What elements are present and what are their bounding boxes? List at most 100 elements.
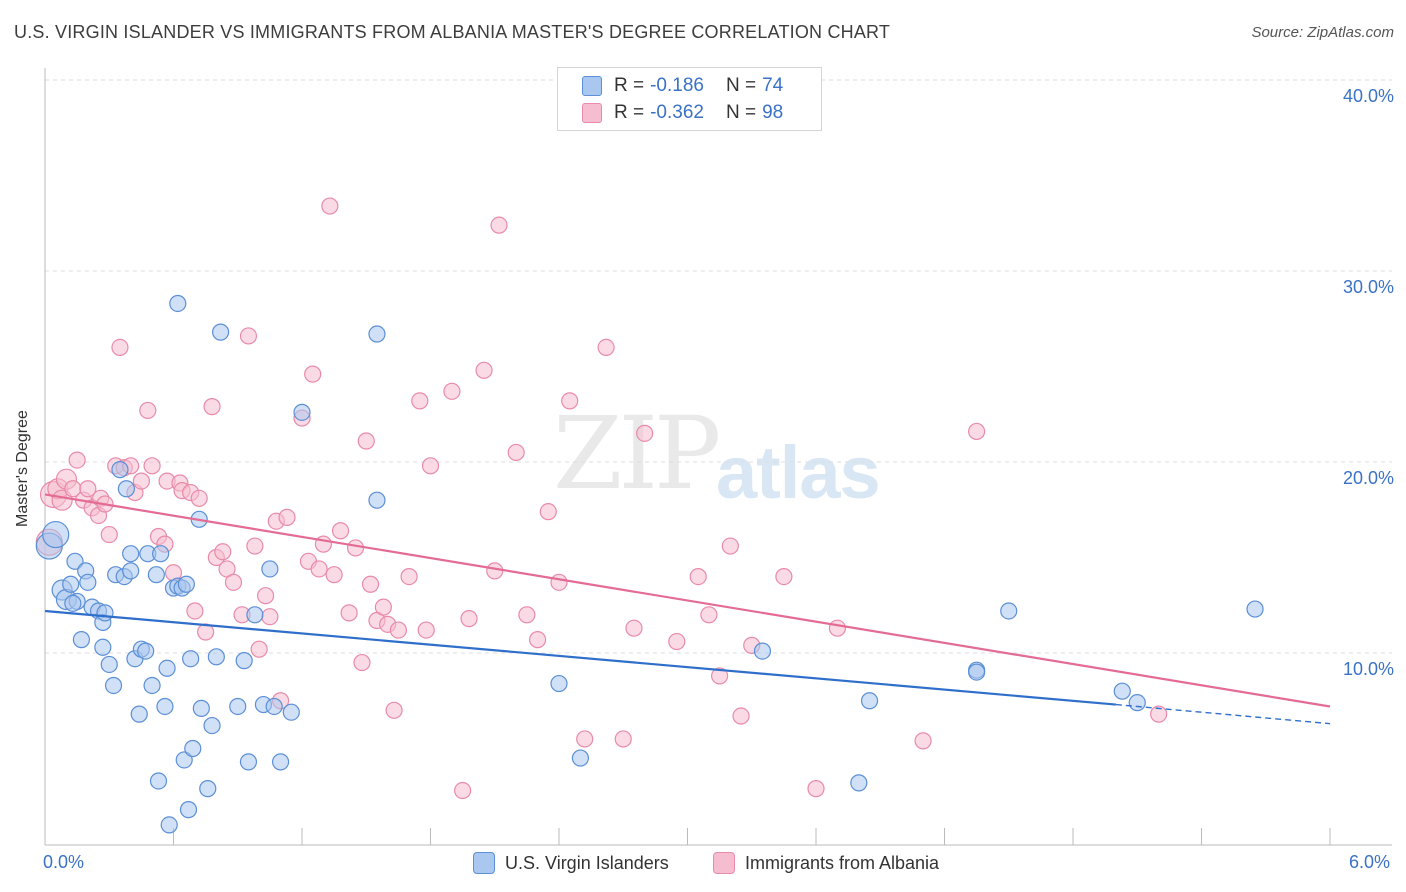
albania-point [968,422,986,441]
watermark-atlas: atlas [716,431,881,514]
source-credit: Source: ZipAtlas.com [1251,24,1394,41]
virgin-islander-point [282,703,300,721]
virgin-islander-point [203,716,221,735]
n-label: N = [725,75,757,96]
albania-point [828,619,847,637]
virgin-islander-point [550,674,568,693]
virgin-islander-point [968,663,986,681]
watermark-zip: ZIP [553,395,721,512]
albania-point [256,587,275,605]
albania-trend-line [44,493,1331,708]
x-tick-max: 6.0% [1349,852,1391,872]
virgin-islander-point [122,562,140,580]
albania-point [353,653,371,672]
albania-point [139,401,157,420]
albania-point [186,602,204,620]
virgin-islander-point [1246,600,1264,618]
albania-point [203,398,221,416]
virgin-islander-point [149,772,168,790]
albania-point [214,543,232,561]
albania-point [374,598,392,616]
pink-swatch [713,852,735,874]
albania-point [518,606,536,624]
virgin-islander-point [175,751,193,769]
virgin-islander-point [293,403,311,421]
legend-item-virgin-islanders[interactable]: U.S. Virgin Islanders [473,852,669,874]
albania-point [775,567,793,586]
trend-lines [44,493,1331,725]
albania-point [443,382,461,400]
albania-point [460,610,478,628]
albania-point [721,537,739,555]
virgin-islander-point [156,697,174,716]
virgin-islander-point [147,566,165,584]
chart-title: U.S. VIRGIN ISLANDER VS IMMIGRANTS FROM … [14,22,891,42]
virgin-islander-point [66,552,84,570]
virgin-islander-point [199,780,217,798]
albania-point [636,424,654,442]
virgin-islander-point [179,801,198,819]
y-tick-10: 10.0% [1342,659,1394,679]
albania-point [411,392,429,410]
r-label: R = [614,102,645,123]
virgin-islander-point [104,676,123,695]
albania-point [1150,705,1168,723]
r-value: -0.186 [650,75,704,96]
albania-point [340,604,358,622]
virgin-islander-point [184,739,202,758]
legend-row-pink: R = -0.362 N = 98 [582,100,783,126]
albania-point [417,621,435,639]
albania-point [732,707,750,725]
virgin-islander-point [117,480,135,498]
legend-row-blue: R = -0.186 N = 74 [582,73,783,99]
virgin-islander-point [368,491,386,509]
virgin-islander-point [72,631,91,649]
albania-point [310,560,328,578]
albania-point [668,632,686,651]
virgin-islander-point [368,325,386,343]
albania-point [475,361,493,379]
virgin-islander-point [177,575,195,593]
virgin-islander-point [246,606,264,624]
r-label: R = [614,75,645,96]
virgin-islander-point [1113,682,1131,700]
virgin-islander-point [160,816,178,834]
virgin-islander-point [207,648,225,666]
albania-point [246,537,264,555]
n-label: N = [725,102,757,123]
albania-point [507,443,525,462]
blue-swatch [582,76,602,96]
virgin-islander-point [235,652,253,670]
albania-point [51,489,73,511]
grid-lines [45,79,1392,654]
correlation-legend: R = -0.186 N = 74 R = -0.362 N = 98 [557,67,822,131]
albania-point [100,525,118,544]
virgin-islander-point [111,461,129,479]
albania-point [550,573,568,591]
albania-point [357,432,375,450]
virgin-islander-point [100,655,118,674]
virgin-islander-trend-extension [1115,703,1331,725]
virgin-islander-point [182,650,200,668]
albania-point [143,457,161,475]
albania-point [807,780,825,798]
albania-point [239,327,258,345]
legend-item-albania[interactable]: Immigrants from Albania [713,852,939,874]
blue-swatch [473,852,495,874]
virgin-islander-point [860,692,879,710]
albania-point [539,503,557,521]
y-axis-label: Master's Degree [14,410,31,527]
x-tick-min: 0.0% [43,852,85,872]
virgin-islander-point [192,699,210,717]
data-points [35,197,1264,834]
albania-point [614,730,632,748]
albania-point [625,619,643,637]
albania-point [689,567,707,586]
albania-point [111,338,129,356]
albania-point [597,338,615,356]
albania-point [914,732,932,750]
virgin-islander-point [271,753,290,771]
n-value: 98 [762,102,784,123]
virgin-islander-point [1000,602,1018,620]
